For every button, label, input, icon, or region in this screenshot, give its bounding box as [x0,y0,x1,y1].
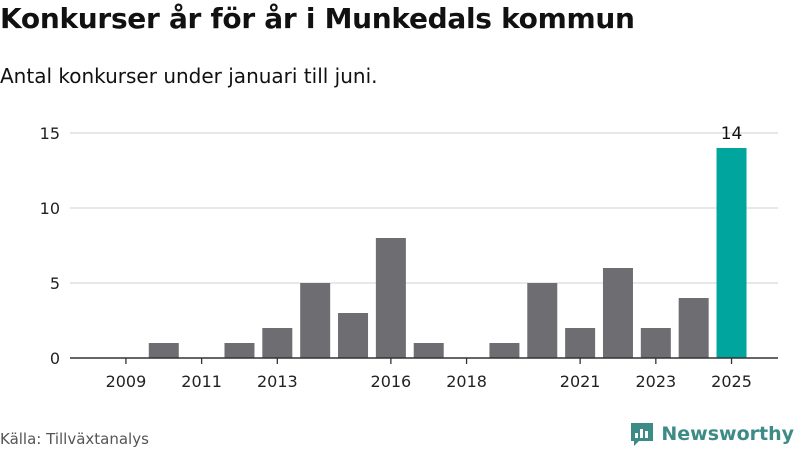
x-tick-label: 2011 [181,372,222,391]
chart-subtitle: Antal konkurser under januari till juni. [0,64,378,88]
source-note: Källa: Tillväxtanalys [0,430,149,448]
x-tick-label: 2018 [446,372,487,391]
newsworthy-logo: Newsworthy [629,421,794,447]
bar-2014 [300,283,331,358]
data-label: 14 [721,124,743,144]
bar-2012 [224,343,255,358]
y-tick-label: 0 [50,349,60,368]
chart-title: Konkurser år för år i Munkedals kommun [0,2,635,35]
x-tick-label: 2013 [257,372,298,391]
bar-2010 [148,343,179,358]
bar-2020 [527,283,558,358]
x-tick-label: 2023 [635,372,676,391]
x-tick-label: 2009 [106,372,147,391]
bar-2013 [262,328,293,358]
bar-chart: 0 5 10 15 14 2009 2011 2013 2016 2018 2021 2023 2025 [40,124,778,391]
bar-2015 [338,313,369,358]
bar-2025 [716,148,747,358]
bar-2021 [565,328,596,358]
bar-2019 [489,343,520,358]
newsworthy-logo-icon [631,423,654,446]
y-tick-label: 10 [40,199,60,218]
y-tick-label: 5 [50,274,60,293]
x-tick-label: 2021 [560,372,601,391]
bar-2022 [602,268,633,358]
bar-2017 [413,343,444,358]
bar-2016 [375,238,406,358]
y-tick-label: 15 [40,124,60,143]
bar-2024 [678,298,709,358]
bar-2023 [640,328,671,358]
x-tick-label: 2025 [711,372,752,391]
x-tick-label: 2016 [371,372,412,391]
brand-name: Newsworthy [661,423,794,445]
